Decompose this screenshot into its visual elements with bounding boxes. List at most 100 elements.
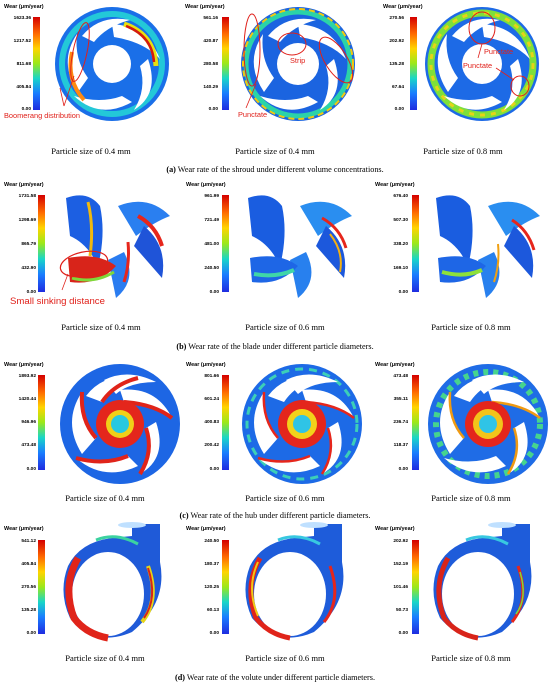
colorbar [33, 17, 40, 110]
colorbar-tick: 202.92 [393, 539, 408, 544]
hub-contour-2 [242, 364, 362, 484]
caption-text: Wear rate of the shroud under different … [177, 165, 384, 174]
colorbar-tick: 1893.92 [18, 374, 36, 379]
colorbar-tick: 270.56 [389, 16, 404, 21]
colorbar-tick: 1623.36 [13, 16, 31, 21]
caption-text: Wear rate of the hub under different par… [190, 511, 371, 520]
caption-letter: (d) [174, 673, 185, 682]
colorbar-tick: 721.49 [204, 218, 219, 223]
colorbar-tick: 135.28 [21, 608, 36, 613]
colorbar-tick: 400.83 [204, 420, 219, 425]
legend-title: Wear (μm/year) [375, 526, 415, 532]
colorbar-tick: 811.68 [16, 62, 31, 67]
colorbar-tick: 135.28 [389, 62, 404, 67]
colorbar [38, 375, 45, 470]
colorbar-tick: 0.00 [209, 467, 219, 472]
colorbar [412, 375, 419, 470]
colorbar-tick: 140.29 [203, 85, 218, 90]
hub-contour-1 [60, 364, 180, 484]
colorbar-tick: 541.12 [21, 539, 36, 544]
colorbar-tick: 1731.58 [18, 194, 36, 199]
panel-label: Particle size of 0.4 mm [65, 493, 145, 503]
colorbar [222, 375, 229, 470]
legend-title: Wear (μm/year) [4, 362, 44, 368]
colorbar-tick: 240.50 [204, 539, 219, 544]
annotation-ellipse [468, 11, 530, 97]
panel-label: Particle size of 0.8 mm [423, 146, 503, 156]
colorbar-tick: 118.37 [393, 443, 408, 448]
panel-label: Particle size of 0.4 mm [51, 146, 131, 156]
shroud-contour-2 [241, 7, 355, 121]
colorbar-tick: 0.00 [394, 107, 404, 112]
legend-title: Wear (μm/year) [4, 4, 44, 10]
caption-text: Wear rate of the volute under different … [186, 673, 376, 682]
colorbar-tick: 801.66 [204, 374, 219, 379]
legend-title: Wear (μm/year) [186, 182, 226, 188]
colorbar-tick: 240.50 [204, 266, 219, 271]
colorbar-tick: 865.79 [21, 242, 36, 247]
hub-contour-3 [428, 364, 548, 484]
legend-title: Wear (μm/year) [375, 182, 415, 188]
volute-contour-1 [63, 522, 162, 642]
caption-letter: (c) [179, 511, 189, 520]
colorbar-tick: 236.74 [393, 420, 408, 425]
legend-title: Wear (μm/year) [186, 362, 226, 368]
colorbar-tick: 280.58 [203, 62, 218, 67]
colorbar-tick: 152.19 [393, 562, 408, 567]
colorbar-tick: 405.84 [21, 562, 36, 567]
panel-label: Particle size of 0.4 mm [65, 653, 145, 663]
colorbar-tick: 67.64 [391, 85, 404, 90]
colorbar-tick: 120.25 [204, 585, 219, 590]
colorbar-tick: 481.00 [204, 242, 219, 247]
colorbar [410, 17, 417, 110]
figure-caption: (d) Wear rate of the volute under differ… [0, 673, 550, 682]
volute-contour-2 [245, 522, 344, 641]
annotation-label: Punctate [484, 47, 514, 56]
colorbar-tick: 0.00 [398, 290, 408, 295]
colorbar [412, 195, 419, 292]
caption-text: Wear rate of the blade under different p… [188, 342, 374, 351]
colorbar-tick: 202.92 [389, 39, 404, 44]
blade-contour-3 [436, 195, 540, 298]
colorbar-tick: 1420.44 [18, 397, 36, 402]
colorbar-tick: 60.13 [206, 608, 219, 613]
panel-label: Particle size of 0.8 mm [431, 322, 511, 332]
annotation-label: Boomerang distribution [4, 111, 81, 120]
panel-label: Particle size of 0.4 mm [235, 146, 315, 156]
volute-contour-3 [433, 522, 532, 641]
shroud-contour-3 [425, 7, 539, 121]
blade-contour-2 [248, 195, 352, 298]
colorbar-tick: 180.37 [204, 562, 219, 567]
colorbar-tick: 0.00 [398, 631, 408, 636]
colorbar [412, 540, 419, 634]
annotation-ellipse [243, 13, 354, 109]
caption-letter: (b) [176, 342, 187, 351]
panel-label: Particle size of 0.6 mm [245, 322, 325, 332]
colorbar [38, 540, 45, 634]
legend-title: Wear (μm/year) [383, 4, 423, 10]
figure-caption: (c) Wear rate of the hub under different… [0, 511, 550, 520]
shroud-contour-1 [55, 7, 169, 121]
annotation-label: Strip [290, 56, 306, 65]
panel-label: Particle size of 0.6 mm [245, 653, 325, 663]
legend-title: Wear (μm/year) [375, 362, 415, 368]
caption-letter: (a) [166, 165, 176, 174]
legend-title: Wear (μm/year) [186, 526, 226, 532]
colorbar-tick: 169.10 [393, 266, 408, 271]
panel-label: Particle size of 0.6 mm [245, 493, 325, 503]
annotation-label: Punctate [238, 110, 268, 119]
panel-label: Particle size of 0.8 mm [431, 493, 511, 503]
colorbar-tick: 0.00 [209, 290, 219, 295]
colorbar-tick: 946.96 [21, 420, 36, 425]
colorbar-tick: 420.87 [203, 39, 218, 44]
colorbar [222, 195, 229, 292]
colorbar-tick: 432.90 [21, 266, 36, 271]
colorbar-tick: 0.00 [26, 290, 36, 295]
figure-caption: (b) Wear rate of the blade under differe… [0, 342, 550, 351]
colorbar [222, 17, 229, 110]
colorbar-tick: 1298.69 [18, 218, 36, 223]
colorbar-tick: 961.99 [204, 194, 219, 199]
colorbar-tick: 0.00 [209, 631, 219, 636]
colorbar-tick: 0.00 [21, 107, 31, 112]
colorbar-tick: 200.42 [204, 443, 219, 448]
